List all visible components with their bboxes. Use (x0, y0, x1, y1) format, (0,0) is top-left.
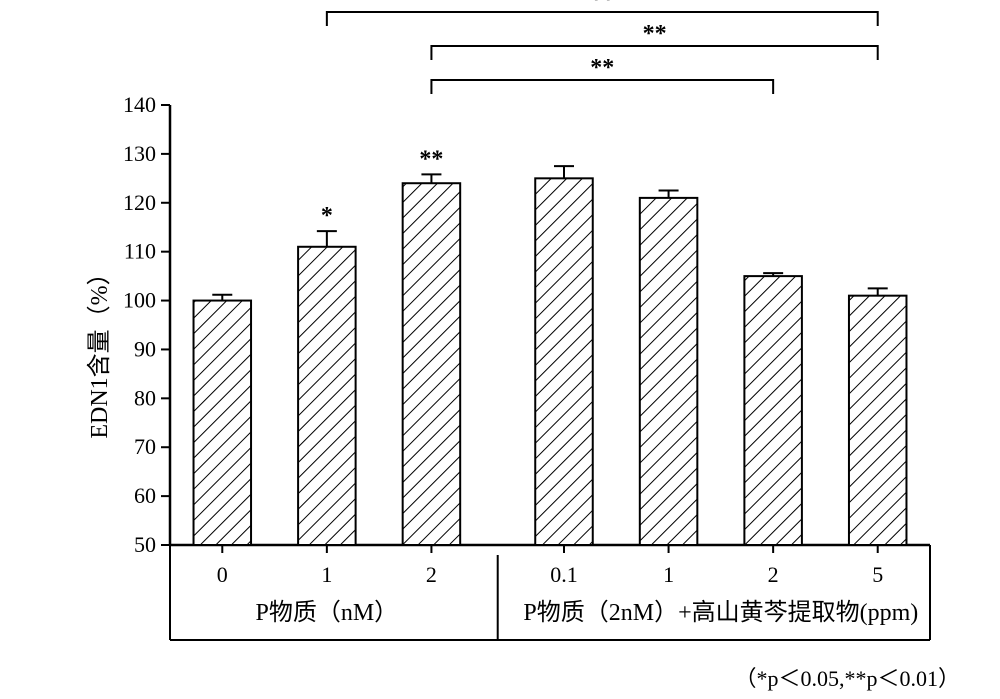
svg-text:70: 70 (134, 434, 156, 459)
svg-text:130: 130 (123, 141, 156, 166)
sig-bracket-label: ** (590, 0, 614, 13)
svg-text:60: 60 (134, 483, 156, 508)
svg-text:140: 140 (123, 92, 156, 117)
x-group-label-left: P物质（nM） (256, 599, 399, 626)
bar (744, 276, 802, 545)
bar (298, 247, 356, 545)
x-tick-label: 2 (426, 562, 437, 587)
sig-marker: * (321, 203, 333, 229)
bar-chart: 5060708090100110120130140***0120.1125P物质… (60, 0, 960, 699)
sig-bracket-label: ** (643, 21, 667, 47)
x-tick-label: 5 (872, 562, 883, 587)
sig-bracket-label: ** (590, 55, 614, 81)
x-tick-label: 0 (217, 562, 228, 587)
x-group-label-right: P物质（2nM）+高山黄芩提取物(ppm) (523, 599, 918, 626)
x-tick-label: 0.1 (550, 562, 578, 587)
x-tick-label: 2 (768, 562, 779, 587)
x-tick-label: 1 (321, 562, 332, 587)
svg-text:90: 90 (134, 336, 156, 361)
svg-text:100: 100 (123, 288, 156, 313)
svg-text:50: 50 (134, 532, 156, 557)
svg-text:110: 110 (124, 239, 156, 264)
x-tick-label: 1 (663, 562, 674, 587)
bar (640, 198, 698, 545)
bar (403, 183, 461, 545)
sig-marker: ** (419, 146, 443, 172)
svg-text:120: 120 (123, 190, 156, 215)
sig-bracket (431, 80, 773, 94)
bar (194, 301, 252, 545)
bar (535, 178, 593, 545)
significance-footnote: （*p＜0.05,**p＜0.01） (734, 661, 960, 693)
sig-bracket (431, 46, 877, 60)
svg-text:80: 80 (134, 385, 156, 410)
bar (849, 296, 907, 545)
sig-bracket (327, 12, 878, 26)
